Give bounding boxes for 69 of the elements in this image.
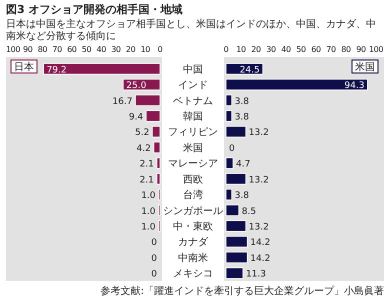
x-tick-label: 100 [368,45,384,54]
data-label: 2.1 [140,175,154,186]
data-label: 79.2 [46,65,67,76]
series-label: 日本 [14,61,34,73]
y-tick-label: メキシコ [173,268,213,280]
x-tick-label: 50 [82,45,92,54]
data-label: 1.0 [141,222,156,232]
data-label: 11.3 [246,270,266,280]
x-tick-label: 40 [281,45,291,54]
data-label: 8.5 [242,206,256,217]
data-label: 1.0 [141,206,156,217]
text: 参考文献:「躍進インドを牽引する巨大企業グループ」小島眞著 [100,285,384,297]
x-tick-label: 10 [236,45,246,54]
x-tick-label: 80 [38,45,48,54]
x-tick-label: 70 [326,45,336,54]
y-tick-label: 中南米 [178,252,208,264]
x-tick-label: 90 [23,45,33,54]
x-tick-label: 30 [111,45,121,54]
x-tick-label: 90 [356,45,366,54]
data-label: 1.0 [141,191,156,202]
y-tick-label: マレーシア [168,158,218,170]
x-tick-label: 30 [266,45,276,54]
x-tick-label: 20 [126,45,136,54]
data-label: 13.2 [248,222,269,232]
text: 日本は中国を主なオフショア相手国とし、米国はインドのほか、中国、カナダ、中南米など分散する傾向に [6,18,376,42]
data-label: 14.2 [250,238,270,248]
data-label: 16.7 [112,96,132,107]
series-label: 米国 [355,61,375,73]
data-label: 2.1 [140,160,154,170]
x-tick-label: 20 [251,45,261,54]
data-label: 3.8 [234,96,250,107]
data-label: 13.2 [248,175,269,186]
x-tick-label: 100 [6,45,20,54]
x-tick-label: 0 [224,45,229,54]
x-tick-label: 0 [158,45,163,54]
data-label: 9.4 [128,112,144,122]
data-label: 0 [151,270,158,280]
y-tick-label: 韓国 [183,110,203,122]
data-label: 5.2 [135,128,150,138]
data-label: 3.8 [234,191,250,202]
y-tick-label: インド [178,80,208,92]
data-label: 24.5 [240,65,260,76]
x-tick-label: 60 [311,45,321,54]
data-label: 13.2 [248,128,269,138]
x-tick-label: 70 [52,45,62,54]
y-tick-label: 米国 [183,142,203,154]
y-tick-label: ベトナム [173,96,213,107]
data-label: 14.2 [250,254,270,264]
data-label: 94.3 [344,81,364,92]
x-tick-label: 50 [296,45,306,54]
chart-title: 図3 オフショア開発の相手国・地域 [6,3,182,16]
x-tick-label: 80 [341,45,351,54]
x-tick-label: 40 [96,45,106,54]
y-tick-label: 西欧 [183,174,203,186]
data-label: 4.2 [136,144,151,154]
y-tick-label: フィリピン [168,127,218,138]
y-tick-label: カナダ [178,236,209,248]
x-tick-label: 60 [67,45,77,54]
data-label: 0 [151,254,158,264]
data-label: 25.0 [126,81,147,92]
data-label: 0 [229,144,235,154]
y-tick-label: シンガポール [163,206,223,217]
x-tick-label: 10 [140,45,150,54]
y-tick-label: 中国 [183,63,203,76]
data-label: 0 [151,238,158,248]
y-tick-label: 台湾 [183,189,203,202]
data-label: 3.8 [234,112,250,122]
y-tick-label: 中・東欧 [173,220,213,232]
data-label: 4.7 [236,160,250,170]
